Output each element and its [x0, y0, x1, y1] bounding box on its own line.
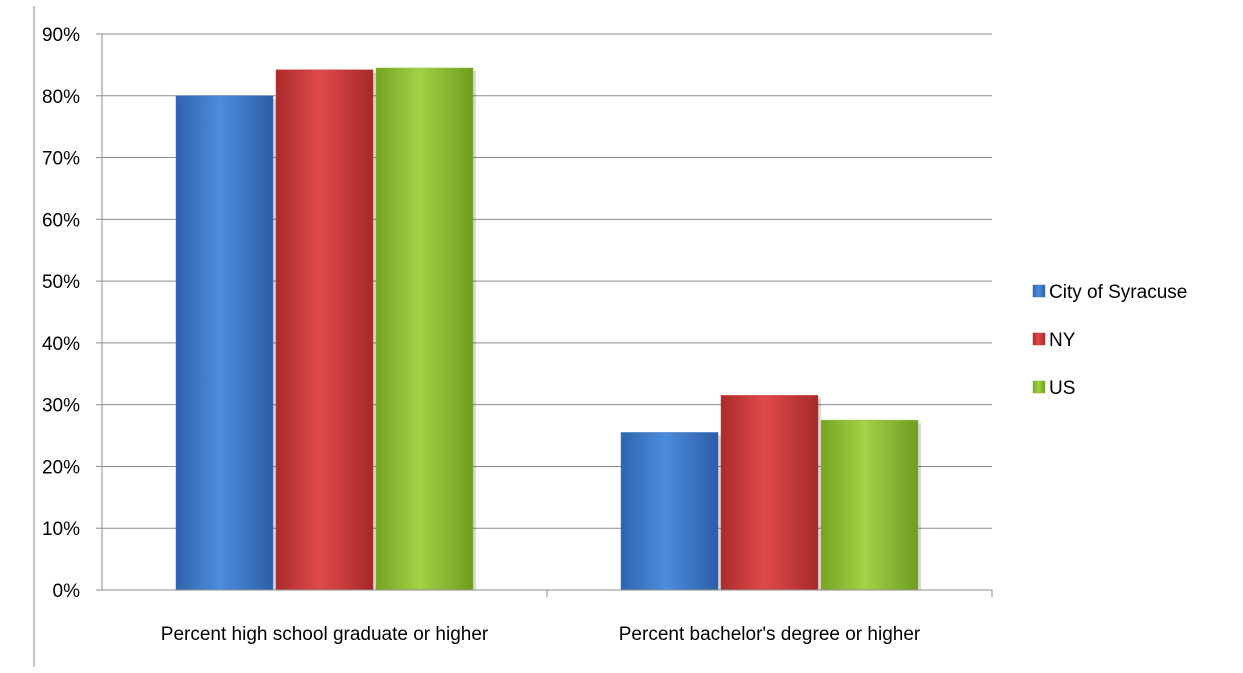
y-tick-label: 80% — [42, 87, 80, 108]
x-category-label: Percent high school graduate or higher — [161, 624, 489, 645]
y-tick-label: 90% — [42, 25, 80, 46]
y-tick-label: 50% — [42, 272, 80, 293]
bar-us-2 — [820, 419, 919, 591]
y-tick-label: 70% — [42, 149, 80, 170]
legend-label: NY — [1049, 330, 1076, 351]
y-axis-tick-labels: 0% 10% 20% 30% 40% 50% 60% 70% 80% 90% — [42, 25, 80, 602]
bar-ny-2 — [720, 395, 819, 591]
y-tick-label: 30% — [42, 396, 80, 417]
axes — [96, 33, 993, 597]
y-tick-label: 20% — [42, 457, 80, 478]
bars — [175, 67, 921, 591]
legend: City of Syracuse NY US — [1032, 282, 1187, 399]
y-tick-label: 60% — [42, 210, 80, 231]
legend-swatch — [1032, 332, 1046, 346]
x-axis-category-labels: Percent high school graduate or higher Pe… — [161, 624, 921, 645]
legend-label: City of Syracuse — [1049, 282, 1187, 303]
bar-city-of-syracuse-2 — [620, 432, 719, 591]
bar-ny-1 — [275, 69, 374, 591]
x-category-label: Percent bachelor's degree or higher — [619, 624, 921, 645]
legend-swatch — [1032, 284, 1046, 298]
y-tick-label: 10% — [42, 519, 80, 540]
y-tick-label: 40% — [42, 334, 80, 355]
y-tick-label: 0% — [53, 581, 81, 602]
legend-swatch — [1032, 380, 1046, 394]
bar-city-of-syracuse-1 — [175, 95, 274, 591]
legend-label: US — [1049, 378, 1075, 399]
bar-us-1 — [375, 67, 474, 591]
